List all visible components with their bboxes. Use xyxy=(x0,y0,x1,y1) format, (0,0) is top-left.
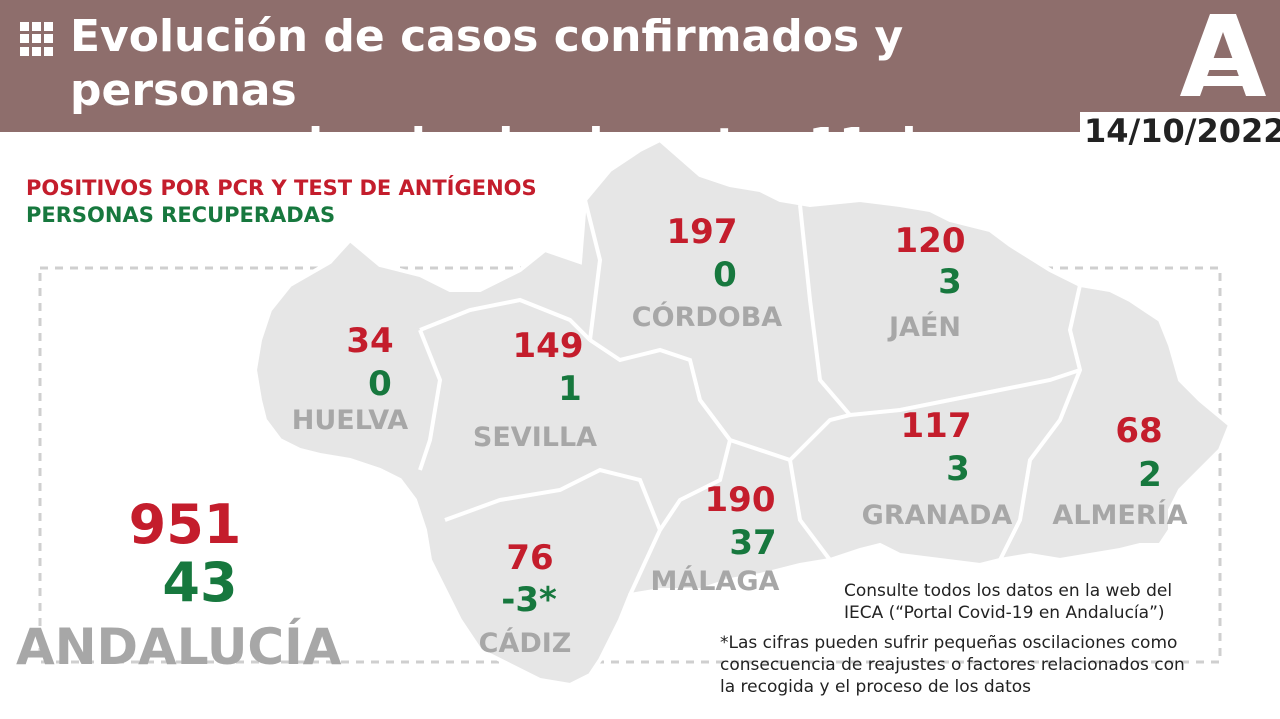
sevilla-label: SEVILLA xyxy=(472,422,598,453)
date-tab xyxy=(1080,112,1280,152)
junta-andalucia-logo xyxy=(1180,14,1266,96)
malaga-recovered: 37 xyxy=(729,523,777,563)
jaen-label: JAÉN xyxy=(889,312,961,343)
jaen-recovered: 3 xyxy=(938,262,962,302)
jaen-positives: 120 xyxy=(894,221,966,261)
source-line-1: Consulte todos los datos en la web del xyxy=(844,581,1173,601)
huelva-positives: 34 xyxy=(346,321,394,361)
disclaimer-note: *Las cifras pueden sufrir pequeñas oscil… xyxy=(720,632,1230,698)
sevilla-positives: 149 xyxy=(512,326,584,366)
disclaimer-line-2: consecuencia de reajustes o factores rel… xyxy=(720,655,1185,675)
grid-icon xyxy=(20,22,54,56)
cordoba-recovered: 0 xyxy=(713,255,737,295)
page-title: Evolución de casos confirmados y persona… xyxy=(70,10,1090,226)
disclaimer-line-3: la recogida y el proceso de los datos xyxy=(720,677,1031,697)
almeria-positives: 68 xyxy=(1115,411,1163,451)
header-banner xyxy=(0,0,1280,132)
report-date: 14/10/2022 xyxy=(1084,112,1280,150)
cadiz-label: CÁDIZ xyxy=(478,628,572,659)
granada-positives: 117 xyxy=(900,406,972,446)
legend-recovered: PERSONAS RECUPERADAS xyxy=(26,203,336,227)
malaga-label: MÁLAGA xyxy=(650,566,780,597)
title-line-1: Evolución de casos confirmados y persona… xyxy=(70,11,904,116)
almeria-recovered: 2 xyxy=(1138,455,1162,495)
malaga-positives: 190 xyxy=(704,480,776,520)
granada-recovered: 3 xyxy=(946,449,970,489)
huelva-recovered: 0 xyxy=(368,364,392,404)
almeria-label: ALMERÍA xyxy=(1052,500,1188,531)
source-note: Consulte todos los datos en la web del I… xyxy=(844,580,1204,624)
source-line-2: IECA (“Portal Covid-19 en Andalucía”) xyxy=(844,603,1165,623)
region-outline xyxy=(252,137,1233,688)
huelva-label: HUELVA xyxy=(291,405,409,436)
andalucia-positives: 951 xyxy=(128,493,242,556)
granada-label: GRANADA xyxy=(861,500,1013,531)
disclaimer-line-1: *Las cifras pueden sufrir pequeñas oscil… xyxy=(720,633,1178,653)
andalucia-label: ANDALUCÍA xyxy=(16,618,342,676)
cadiz-positives: 76 xyxy=(506,538,554,578)
cordoba-positives: 197 xyxy=(666,212,738,252)
cadiz-recovered: -3* xyxy=(501,580,557,620)
andalucia-recovered: 43 xyxy=(162,551,238,614)
province-borders xyxy=(418,199,1083,596)
cordoba-label: CÓRDOBA xyxy=(631,302,783,333)
sevilla-recovered: 1 xyxy=(558,369,582,409)
title-line-2: recuperadas desde el martes 11 de octubr… xyxy=(70,119,947,224)
legend-positives: POSITIVOS POR PCR Y TEST DE ANTÍGENOS xyxy=(26,176,537,200)
